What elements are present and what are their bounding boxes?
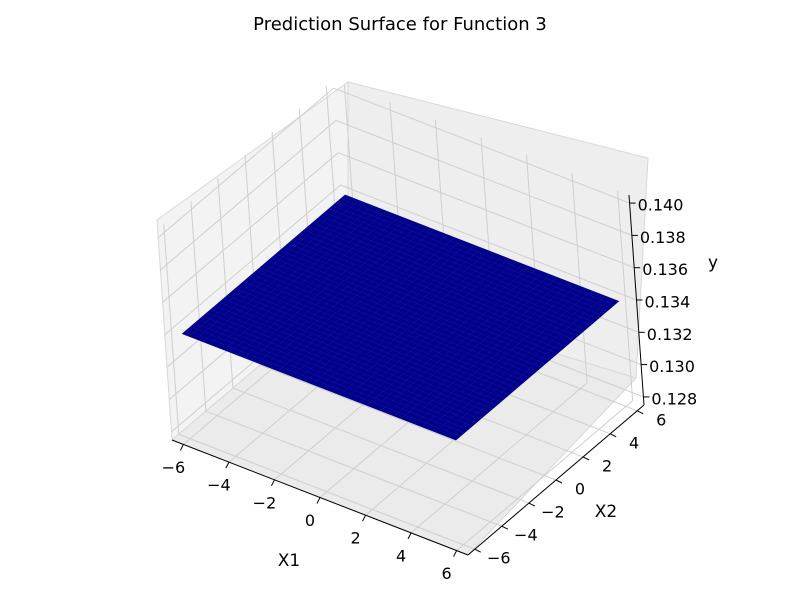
x-tick-mark <box>271 479 275 487</box>
surface-mesh-line <box>304 229 578 337</box>
x-tick-label: −4 <box>207 476 231 495</box>
surface-mesh-line <box>332 253 496 393</box>
surface-mesh-line <box>328 208 603 316</box>
surface-mesh-line <box>300 233 574 340</box>
surface-mesh-line <box>284 246 558 354</box>
x-axis-label: X1 <box>278 551 300 571</box>
y-tick-label: −6 <box>487 549 511 568</box>
chart-title: Prediction Surface for Function 3 <box>253 14 547 35</box>
surface-mesh-line <box>316 219 590 326</box>
surface-mesh-line <box>360 264 523 403</box>
surface-mesh-line <box>428 290 592 430</box>
x-tick-mark <box>316 497 321 504</box>
surface-mesh-line <box>332 205 607 312</box>
grid-line-y-floor <box>259 364 557 481</box>
x-tick-label: 4 <box>396 546 406 565</box>
surface-mesh-line <box>435 293 598 432</box>
x-tick-mark <box>362 514 366 522</box>
z-tick-label: 0.140 <box>638 196 684 215</box>
surface-mesh-line <box>401 279 564 419</box>
grid-line-y-floor <box>205 410 503 527</box>
surface-mesh-line <box>288 243 562 350</box>
y-tick-mark <box>555 479 563 484</box>
y-tick-mark <box>637 410 644 415</box>
grid-line-z-back <box>335 119 633 236</box>
x-tick-label: 6 <box>442 564 452 583</box>
surface-mesh-line <box>275 253 550 361</box>
surface-mesh-line <box>280 250 554 357</box>
grid-line-z-side <box>157 87 334 239</box>
tick-labels: −6−4−20246−6−4−202460.1280.1300.1320.134… <box>162 196 698 583</box>
surface-mesh-line <box>320 215 595 323</box>
surface-mesh-line <box>373 269 537 409</box>
y-tick-mark <box>474 548 481 553</box>
y-tick-label: 6 <box>656 410 666 429</box>
surface-mesh-line <box>407 282 571 422</box>
x-tick-label: 2 <box>350 529 360 548</box>
z-tick-label: 0.138 <box>640 228 686 247</box>
surface-mesh-line <box>414 285 578 425</box>
x-tick-label: −2 <box>253 493 277 512</box>
x-tick-label: −6 <box>162 458 186 477</box>
surface-mesh-line <box>366 266 530 406</box>
x-tick-mark <box>453 550 458 557</box>
surface-mesh-line <box>271 257 546 364</box>
surface-mesh-line <box>340 198 615 305</box>
surface-mesh-line <box>394 277 557 417</box>
prediction-surface <box>181 194 620 441</box>
x-tick-label: 0 <box>305 511 315 530</box>
y-tick-label: 2 <box>602 456 612 475</box>
surface-mesh-line <box>308 226 582 333</box>
x-tick-mark <box>407 532 412 540</box>
x-tick-mark <box>179 444 184 451</box>
surface-mesh-line <box>448 298 612 438</box>
grid-line-z-side <box>161 152 339 304</box>
grid-line-z-back <box>338 152 635 269</box>
y-tick-mark <box>528 502 536 507</box>
grid-line-z-side <box>159 120 337 271</box>
z-tick-label: 0.134 <box>645 293 691 312</box>
axis-lines <box>171 194 650 557</box>
surface-mesh-line <box>263 264 538 371</box>
surface-mesh-line <box>387 274 551 414</box>
x-tick-mark <box>225 461 230 469</box>
z-tick-label: 0.128 <box>651 389 697 408</box>
y-tick-mark <box>609 433 617 438</box>
y-tick-mark <box>582 456 590 461</box>
y-tick-label: −4 <box>514 526 538 545</box>
grid-line-y-floor <box>232 387 530 504</box>
surface-mesh-line <box>325 250 489 390</box>
surface-mesh-line <box>421 287 585 427</box>
y-tick-label: −2 <box>541 503 565 522</box>
surface-mesh-line <box>380 272 544 411</box>
z-axis-label: y <box>708 253 718 273</box>
y-tick-mark <box>501 525 509 530</box>
surface-mesh-line <box>292 240 566 347</box>
surface-mesh-line <box>336 201 611 309</box>
surface-mesh-line <box>339 256 503 395</box>
z-tick-label: 0.130 <box>649 357 695 376</box>
y-axis-label: X2 <box>595 502 617 522</box>
grid-line-z-back <box>340 184 637 301</box>
surface-mesh-line <box>296 236 570 344</box>
surface-mesh-line <box>312 222 586 330</box>
surface-mesh-line <box>346 258 510 398</box>
y-tick-label: 0 <box>575 480 585 499</box>
surface-mesh-line <box>353 261 517 401</box>
z-tick-label: 0.136 <box>642 260 688 279</box>
surface-mesh-line <box>324 212 599 319</box>
grid-line-y-floor <box>178 433 475 550</box>
grid-line-z-back <box>333 87 630 204</box>
surface-mesh-line <box>267 260 542 368</box>
y-tick-label: 4 <box>629 433 639 452</box>
surface-mesh-line <box>442 295 605 435</box>
z-tick-label: 0.132 <box>647 325 693 344</box>
grid-line-z-side <box>164 184 341 336</box>
